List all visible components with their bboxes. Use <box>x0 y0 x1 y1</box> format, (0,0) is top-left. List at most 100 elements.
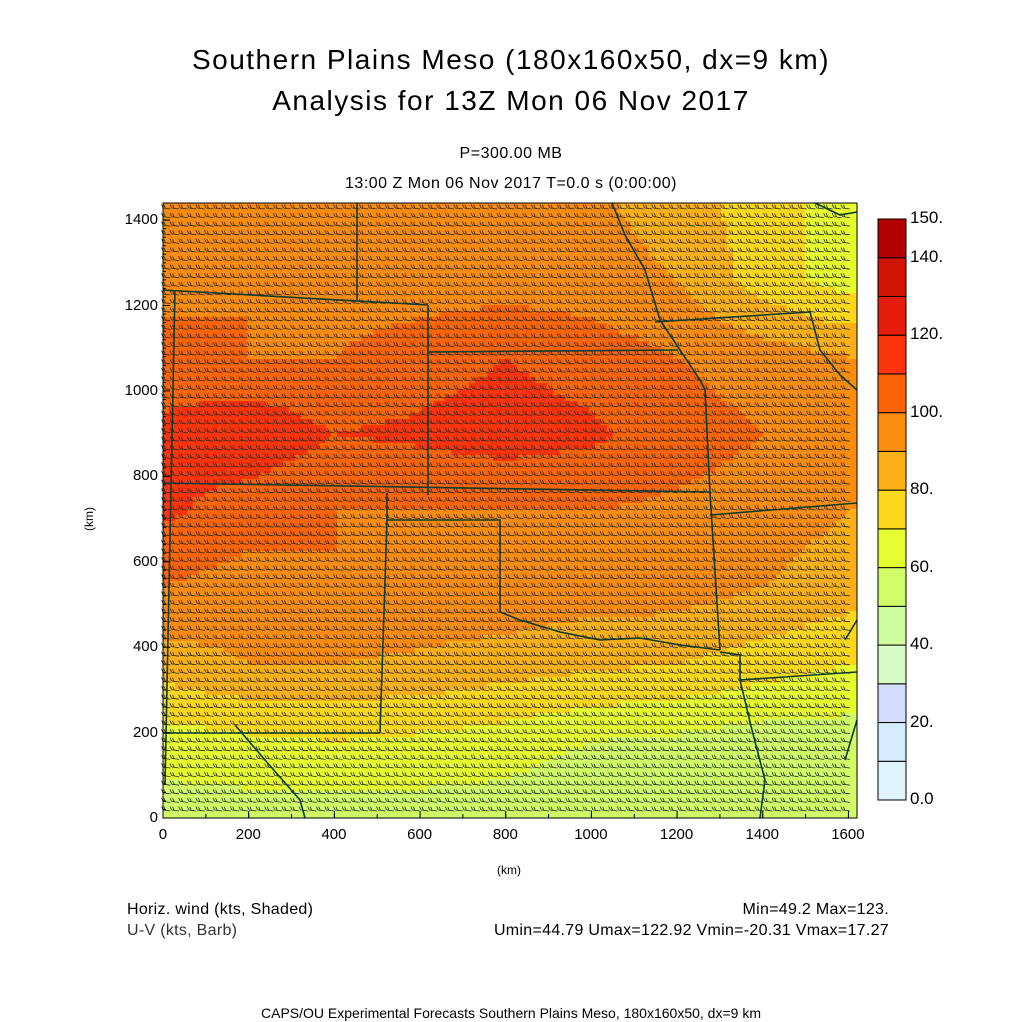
field-cell <box>787 227 794 234</box>
field-cell <box>589 269 596 276</box>
field-cell <box>181 269 188 276</box>
field-cell <box>409 203 416 210</box>
field-cell <box>493 209 500 216</box>
field-cell <box>379 221 386 228</box>
field-cell <box>289 215 296 222</box>
field-cell <box>763 275 770 282</box>
field-cell <box>301 245 308 252</box>
field-cell <box>757 245 764 252</box>
field-cell <box>601 275 608 282</box>
field-cell <box>163 233 170 240</box>
field-cell <box>337 293 344 300</box>
field-cell <box>475 239 482 246</box>
field-cell <box>439 233 446 240</box>
field-cell <box>697 245 704 252</box>
field-cell <box>355 203 362 210</box>
field-cell <box>313 347 320 354</box>
field-cell <box>661 389 668 396</box>
field-cell <box>595 233 602 240</box>
field-cell <box>751 365 758 372</box>
field-cell <box>499 275 506 282</box>
field-cell <box>283 287 290 294</box>
field-cell <box>487 215 494 222</box>
field-cell <box>715 287 722 294</box>
field-cell <box>517 227 524 234</box>
field-cell <box>583 329 590 336</box>
field-cell <box>781 449 788 456</box>
field-cell <box>325 251 332 258</box>
field-cell <box>697 329 704 336</box>
field-cell <box>547 209 554 216</box>
field-cell <box>229 275 236 282</box>
field-cell <box>811 269 818 276</box>
field-cell <box>487 299 494 306</box>
field-cell <box>409 389 416 396</box>
field-cell <box>487 275 494 282</box>
field-cell <box>619 335 626 342</box>
field-cell <box>709 413 716 420</box>
field-cell <box>205 263 212 270</box>
field-cell <box>847 287 854 294</box>
field-cell <box>547 257 554 264</box>
field-cell <box>847 263 854 270</box>
field-cell <box>679 263 686 270</box>
field-cell <box>247 227 254 234</box>
field-cell <box>397 239 404 246</box>
field-cell <box>499 263 506 270</box>
field-cell <box>265 233 272 240</box>
field-cell <box>595 221 602 228</box>
field-cell <box>439 263 446 270</box>
field-cell <box>571 239 578 246</box>
field-cell <box>745 269 752 276</box>
field-cell <box>601 263 608 270</box>
field-cell <box>709 251 716 258</box>
field-cell <box>199 203 206 210</box>
field-cell <box>823 233 830 240</box>
field-cell <box>475 215 482 222</box>
field-cell <box>421 413 428 420</box>
field-cell <box>781 233 788 240</box>
field-cell <box>295 245 302 252</box>
field-cell <box>847 203 854 210</box>
field-cell <box>757 221 764 228</box>
field-cell <box>331 209 338 216</box>
field-cell <box>517 407 524 414</box>
field-cell <box>625 227 632 234</box>
field-cell <box>445 413 452 420</box>
field-cell <box>319 239 326 246</box>
field-cell <box>247 281 254 288</box>
field-cell <box>289 203 296 210</box>
field-cell <box>691 359 698 366</box>
field-cell <box>619 425 626 432</box>
field-cell <box>295 329 302 336</box>
field-cell <box>799 413 806 420</box>
field-cell <box>307 203 314 210</box>
field-cell <box>235 209 242 216</box>
field-cell <box>253 233 260 240</box>
field-cell <box>193 275 200 282</box>
field-cell <box>313 233 320 240</box>
field-cell <box>295 233 302 240</box>
field-cell <box>259 269 266 276</box>
field-cell <box>781 215 788 222</box>
field-cell <box>301 425 308 432</box>
field-cell <box>169 215 176 222</box>
field-cell <box>589 209 596 216</box>
field-cell <box>631 227 638 234</box>
field-cell <box>547 263 554 270</box>
field-cell <box>229 407 236 414</box>
field-cell <box>229 227 236 234</box>
field-cell <box>829 227 836 234</box>
field-cell <box>511 347 518 354</box>
field-cell <box>415 389 422 396</box>
field-cell <box>223 407 230 414</box>
field-cell <box>481 209 488 216</box>
field-cell <box>709 233 716 240</box>
field-cell <box>607 203 614 210</box>
field-cell <box>229 257 236 264</box>
field-cell <box>535 251 542 258</box>
field-cell <box>217 245 224 252</box>
field-cell <box>403 245 410 252</box>
field-cell <box>841 389 848 396</box>
field-cell <box>205 329 212 336</box>
